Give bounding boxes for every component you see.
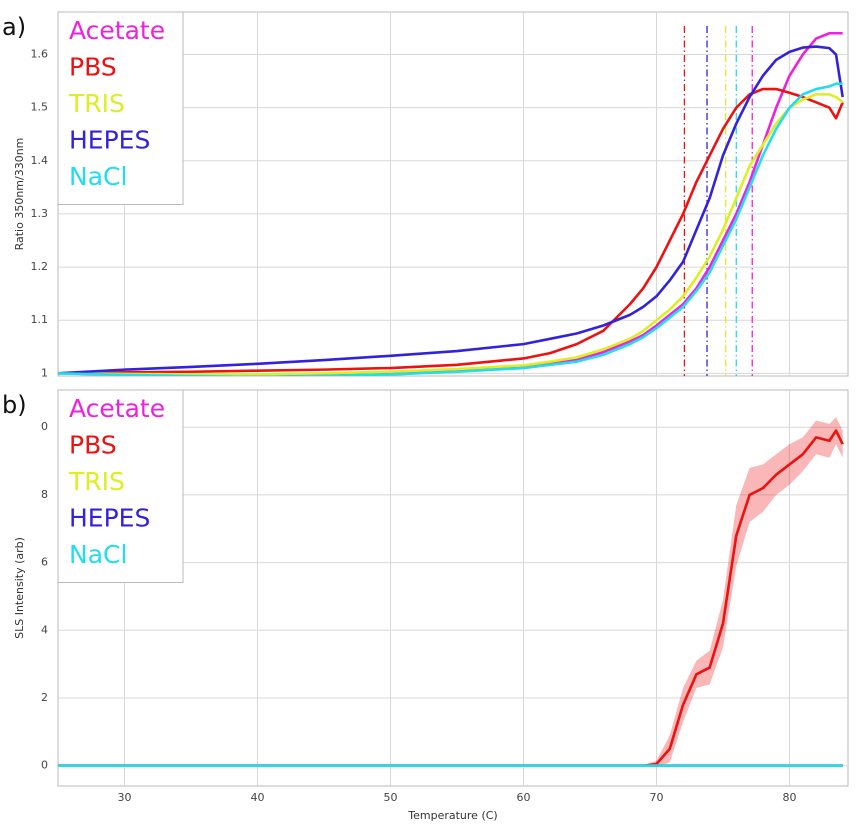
y-tick-label: 6 <box>41 556 48 569</box>
y-tick-label: 2 <box>41 691 48 704</box>
y-tick-label: 0 <box>41 420 48 433</box>
legend-box <box>57 11 184 205</box>
x-tick-label: 80 <box>782 791 796 804</box>
y-tick-label: 1.2 <box>31 260 49 273</box>
legend-label: TRIS <box>68 89 125 118</box>
plot-content <box>58 417 844 768</box>
legend-label: NaCl <box>69 162 127 191</box>
plot-content <box>58 26 844 376</box>
y-tick-label: 8 <box>41 488 48 501</box>
y-tick-label: 1.3 <box>31 207 49 220</box>
panel-label: b) <box>2 391 27 419</box>
series-line <box>58 45 844 375</box>
x-tick-label: 60 <box>516 791 530 804</box>
y-tick-label: 4 <box>41 623 48 636</box>
legend-label: Acetate <box>69 16 165 45</box>
y-tick-label: 1.1 <box>31 313 49 326</box>
legend-label: TRIS <box>68 467 125 496</box>
x-tick-label: 30 <box>117 791 131 804</box>
y-tick-label: 0 <box>41 759 48 772</box>
series-line <box>58 87 844 375</box>
legend-label: Acetate <box>69 394 165 423</box>
legend-label: HEPES <box>69 504 150 533</box>
y-tick-label: 1 <box>41 366 48 379</box>
panel-label: a) <box>2 13 26 41</box>
legend-label: HEPES <box>69 126 150 155</box>
y-tick-label: 1.6 <box>31 48 49 61</box>
x-tick-label: 50 <box>383 791 397 804</box>
y-tick-label: 1.4 <box>31 154 49 167</box>
legend-label: NaCl <box>69 540 127 569</box>
legend-label: PBS <box>69 431 117 460</box>
y-axis-label: SLS Intensity (arb) <box>13 537 26 639</box>
x-axis-label: Temperature (C) <box>407 809 497 822</box>
y-tick-label: 1.5 <box>31 101 49 114</box>
x-tick-label: 40 <box>250 791 264 804</box>
plot-area <box>57 389 849 787</box>
legend-box <box>57 389 184 583</box>
y-axis-label: Ratio 350nm/330nm <box>13 138 26 251</box>
legend-label: PBS <box>69 53 117 82</box>
plot-area <box>57 11 849 377</box>
series-line <box>58 82 843 376</box>
x-tick-label: 70 <box>649 791 663 804</box>
